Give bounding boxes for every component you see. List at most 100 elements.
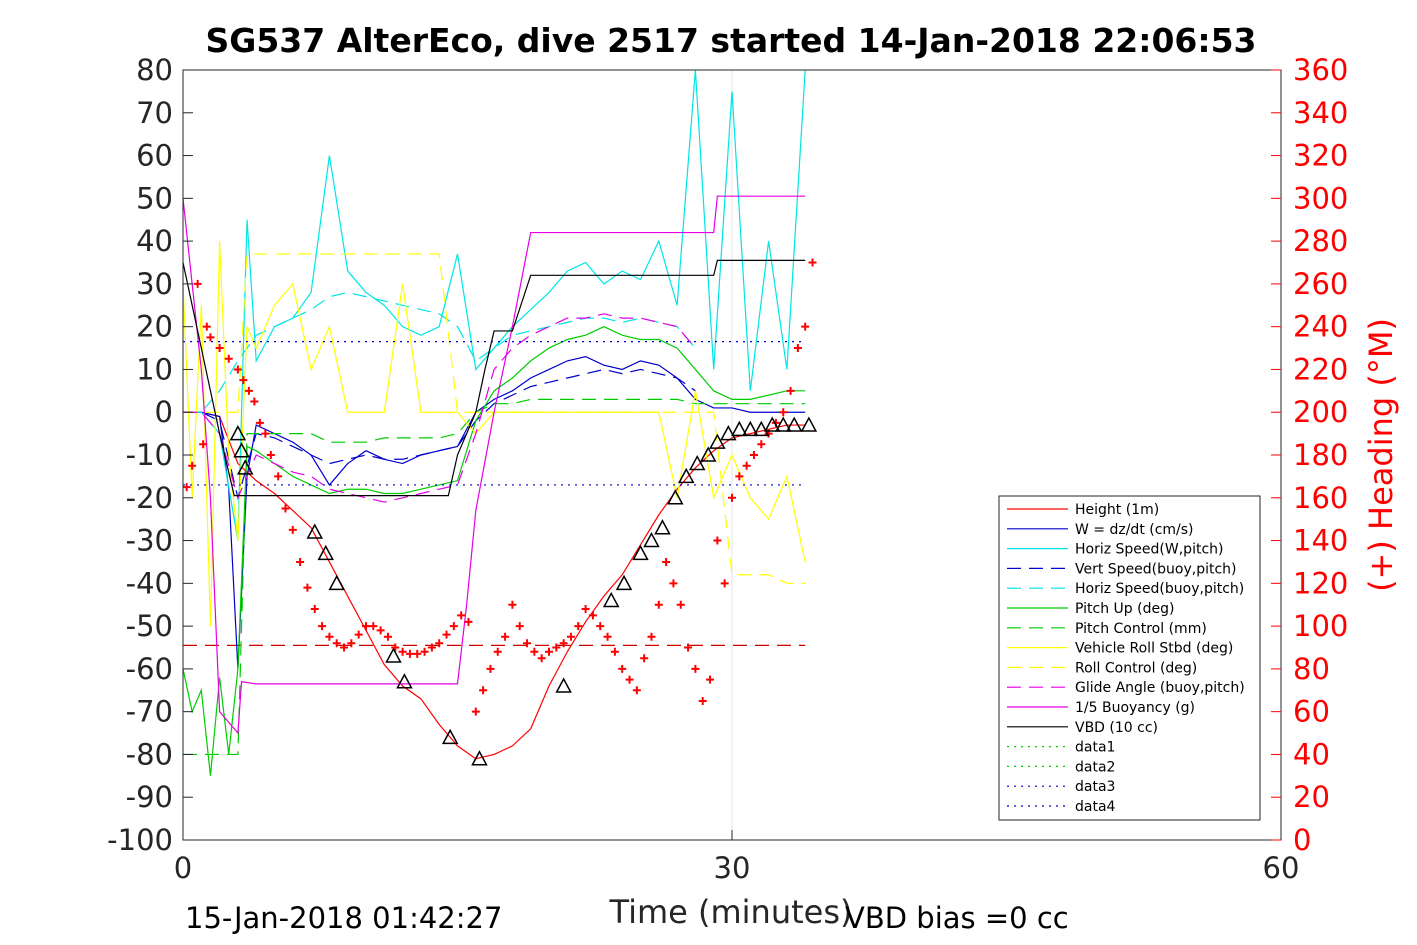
turn-marker xyxy=(709,433,726,449)
heading-point xyxy=(340,643,349,652)
legend-label: Vert Speed(buoy,pitch) xyxy=(1075,561,1237,577)
heading-point xyxy=(376,626,385,635)
heading-point xyxy=(182,483,191,492)
heading-point xyxy=(398,647,407,656)
heading-point xyxy=(310,605,319,613)
heading-point xyxy=(720,579,729,588)
footer-vbd-bias: VBD bias =0 cc xyxy=(845,901,1069,935)
heading-point xyxy=(233,365,242,374)
heading-point xyxy=(581,605,590,613)
right-tick-label: 340 xyxy=(1293,96,1348,130)
left-tick-label: -40 xyxy=(126,566,173,600)
series-line-3 xyxy=(183,69,806,541)
heading-point xyxy=(391,643,400,652)
heading-point xyxy=(193,279,202,288)
heading-point xyxy=(603,632,612,641)
heading-point xyxy=(618,664,627,673)
turn-marker xyxy=(236,459,254,475)
heading-point xyxy=(457,611,466,620)
heading-point xyxy=(369,622,378,631)
heading-point xyxy=(596,622,605,631)
x-axis-label: Time (minutes) xyxy=(609,893,853,931)
heading-point xyxy=(779,408,788,417)
heading-point xyxy=(493,647,502,656)
left-axis: 80 70 60 50 40 30 20 10 0 -10 -20 -30 -40 -50 -60 -70 -8… xyxy=(107,53,193,857)
series-layer xyxy=(182,69,806,776)
heading-point xyxy=(281,504,290,513)
heading-point xyxy=(274,472,283,481)
heading-point xyxy=(793,344,802,353)
heading-point xyxy=(706,675,715,684)
heading-point xyxy=(354,630,363,639)
heading-point xyxy=(347,639,356,648)
series-line-6 xyxy=(182,326,806,776)
x-tick-label: 30 xyxy=(714,851,751,885)
heading-point xyxy=(486,664,495,673)
left-tick-label: -80 xyxy=(126,737,173,771)
right-tick-label: 220 xyxy=(1293,352,1348,386)
right-tick-label: 40 xyxy=(1293,737,1330,771)
heading-point xyxy=(508,600,517,609)
left-tick-label: -90 xyxy=(126,780,173,814)
left-tick-label: -10 xyxy=(126,438,173,472)
heading-point xyxy=(296,557,305,566)
right-tick-label: 100 xyxy=(1293,609,1348,643)
heading-point xyxy=(676,600,685,609)
right-tick-label: 160 xyxy=(1293,481,1348,515)
heading-point xyxy=(479,686,488,695)
footer-timestamp: 15-Jan-2018 01:42:27 xyxy=(185,901,502,935)
left-tick-label: -60 xyxy=(126,652,173,686)
turn-marker xyxy=(441,728,459,745)
heading-point xyxy=(691,664,700,673)
heading-point xyxy=(202,322,211,331)
left-tick-label: 60 xyxy=(136,139,173,173)
heading-point xyxy=(442,630,451,639)
left-tick-label: 10 xyxy=(136,352,173,386)
heading-point xyxy=(261,429,270,438)
heading-point xyxy=(545,647,553,656)
left-tick-label: -100 xyxy=(107,823,173,857)
left-tick-label: 40 xyxy=(136,224,173,258)
heading-point xyxy=(523,639,532,648)
turn-marker xyxy=(328,574,345,591)
x-tick-label: 0 xyxy=(174,851,192,885)
series-line-12 xyxy=(182,259,806,497)
heading-point xyxy=(559,639,568,648)
heading-point xyxy=(224,354,233,363)
heading-point xyxy=(250,397,259,406)
heading-point xyxy=(332,639,341,648)
right-tick-label: 360 xyxy=(1293,53,1348,87)
heading-point xyxy=(420,647,429,656)
legend-label: data3 xyxy=(1075,779,1115,795)
legend-label: VBD (10 cc) xyxy=(1075,720,1158,736)
legend-label: Horiz Speed(buoy,pitch) xyxy=(1075,581,1244,597)
heading-point xyxy=(318,622,327,631)
heading-point xyxy=(501,632,510,641)
left-tick-label: 70 xyxy=(136,96,173,130)
right-tick-label: 60 xyxy=(1293,695,1330,729)
legend: Height (1m) W = dz/dt (cm/s) Horiz Speed(W… xyxy=(998,495,1261,821)
legend-label: Pitch Up (deg) xyxy=(1075,601,1174,617)
heading-point xyxy=(303,583,312,592)
turn-marker xyxy=(229,425,247,441)
right-tick-label: 140 xyxy=(1293,524,1348,558)
heading-point xyxy=(266,451,275,459)
legend-label: data4 xyxy=(1075,799,1116,815)
heading-point xyxy=(654,600,663,609)
turn-marker xyxy=(667,489,684,505)
chart-title: SG537 AlterEco, dive 2517 started 14-Jan… xyxy=(205,21,1256,60)
heading-point xyxy=(728,493,736,502)
heading-point xyxy=(405,649,414,658)
left-tick-label: -20 xyxy=(126,481,173,515)
series-line-10 xyxy=(183,313,696,503)
heading-point xyxy=(288,525,297,534)
series-line-4 xyxy=(183,368,696,501)
turn-marker xyxy=(643,531,660,548)
heading-point xyxy=(537,654,546,663)
heading-point xyxy=(566,632,575,641)
heading-point xyxy=(435,639,444,648)
heading-point xyxy=(199,440,208,449)
points-layer xyxy=(182,258,818,766)
heading-point xyxy=(244,386,253,395)
left-tick-label: 50 xyxy=(136,181,173,215)
